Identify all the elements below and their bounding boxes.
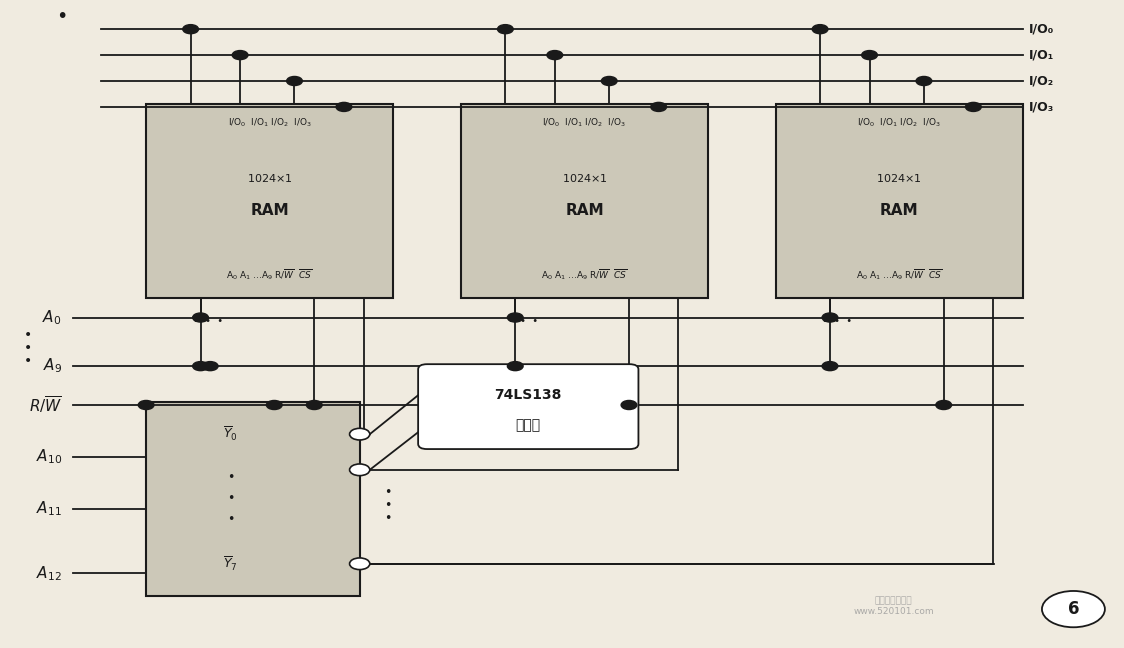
Circle shape: [183, 25, 199, 34]
Text: $A_{10}$: $A_{10}$: [36, 448, 62, 466]
Circle shape: [350, 428, 370, 440]
Circle shape: [350, 558, 370, 570]
Text: A$_0$ A$_1$ ...A$_9$ R/$\overline{W}$  $\overline{CS}$: A$_0$ A$_1$ ...A$_9$ R/$\overline{W}$ $\…: [226, 268, 314, 282]
Text: I/O₁: I/O₁: [1028, 49, 1053, 62]
Text: •  •  •: • • •: [823, 316, 852, 326]
Text: •: •: [24, 341, 33, 355]
Text: $\overline{Y}_0$: $\overline{Y}_0$: [223, 425, 238, 443]
Circle shape: [192, 362, 208, 371]
Text: •: •: [384, 499, 391, 512]
Circle shape: [813, 25, 828, 34]
Text: 1024$\times$1: 1024$\times$1: [562, 172, 607, 183]
Text: I/O₃: I/O₃: [1028, 100, 1053, 113]
Text: 74LS138: 74LS138: [495, 388, 562, 402]
FancyBboxPatch shape: [146, 402, 360, 596]
Circle shape: [601, 76, 617, 86]
Circle shape: [622, 400, 637, 410]
Circle shape: [822, 313, 837, 322]
Text: I/O₂: I/O₂: [1028, 75, 1053, 87]
Circle shape: [862, 51, 878, 60]
Text: •  •  •: • • •: [193, 316, 223, 326]
Text: •: •: [24, 329, 33, 342]
Text: RAM: RAM: [565, 203, 604, 218]
Text: $\overline{Y}_7$: $\overline{Y}_7$: [223, 555, 238, 573]
Circle shape: [507, 313, 523, 322]
Text: •
•
•: • • •: [227, 472, 234, 526]
Text: $A_{11}$: $A_{11}$: [36, 500, 62, 518]
Circle shape: [138, 400, 154, 410]
Text: 6: 6: [1068, 600, 1079, 618]
Text: I/O$_0$  I/O$_1$ I/O$_2$  I/O$_3$: I/O$_0$ I/O$_1$ I/O$_2$ I/O$_3$: [228, 117, 311, 130]
Circle shape: [266, 400, 282, 410]
Circle shape: [1042, 591, 1105, 627]
Circle shape: [287, 76, 302, 86]
Circle shape: [336, 102, 352, 111]
Text: 1024$\times$1: 1024$\times$1: [877, 172, 922, 183]
Circle shape: [192, 313, 208, 322]
Circle shape: [507, 362, 523, 371]
Circle shape: [916, 76, 932, 86]
Circle shape: [350, 464, 370, 476]
Text: $A_9$: $A_9$: [43, 357, 62, 375]
Text: $R/\overline{W}$: $R/\overline{W}$: [28, 395, 62, 415]
Text: I/O$_0$  I/O$_1$ I/O$_2$  I/O$_3$: I/O$_0$ I/O$_1$ I/O$_2$ I/O$_3$: [543, 117, 626, 130]
Circle shape: [936, 400, 952, 410]
Text: $A_{12}$: $A_{12}$: [36, 564, 62, 583]
Circle shape: [498, 25, 514, 34]
Text: •: •: [384, 486, 391, 499]
Text: 1024$\times$1: 1024$\times$1: [247, 172, 292, 183]
FancyBboxPatch shape: [461, 104, 708, 298]
Circle shape: [651, 102, 667, 111]
Text: •: •: [24, 354, 33, 368]
Text: A$_0$ A$_1$ ...A$_9$ R/$\overline{W}$  $\overline{CS}$: A$_0$ A$_1$ ...A$_9$ R/$\overline{W}$ $\…: [541, 268, 628, 282]
Circle shape: [233, 51, 248, 60]
Text: 译码器: 译码器: [516, 418, 541, 432]
Text: I/O₀: I/O₀: [1028, 23, 1053, 36]
Text: •: •: [56, 6, 67, 26]
Text: A$_0$ A$_1$ ...A$_9$ R/$\overline{W}$  $\overline{CS}$: A$_0$ A$_1$ ...A$_9$ R/$\overline{W}$ $\…: [855, 268, 943, 282]
Circle shape: [822, 362, 837, 371]
Text: 家电维修资料网
www.520101.com: 家电维修资料网 www.520101.com: [853, 596, 934, 616]
Circle shape: [547, 51, 563, 60]
Text: RAM: RAM: [251, 203, 289, 218]
Circle shape: [966, 102, 981, 111]
FancyBboxPatch shape: [418, 364, 638, 449]
FancyBboxPatch shape: [146, 104, 393, 298]
Text: $A_0$: $A_0$: [43, 308, 62, 327]
Circle shape: [307, 400, 323, 410]
Text: •  •  •: • • •: [508, 316, 537, 326]
FancyBboxPatch shape: [776, 104, 1023, 298]
Circle shape: [202, 362, 218, 371]
Text: •: •: [384, 512, 391, 525]
Text: RAM: RAM: [880, 203, 918, 218]
Text: I/O$_0$  I/O$_1$ I/O$_2$  I/O$_3$: I/O$_0$ I/O$_1$ I/O$_2$ I/O$_3$: [858, 117, 941, 130]
